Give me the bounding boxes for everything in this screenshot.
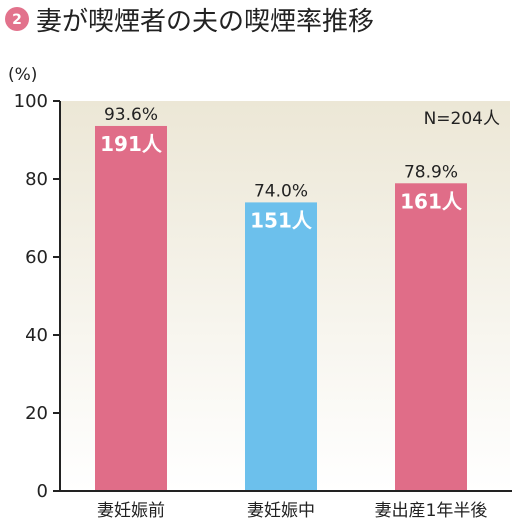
x-category-label: 妻妊娠前 bbox=[97, 501, 165, 521]
bar bbox=[95, 125, 167, 492]
chart-title: 2 妻が喫煙者の夫の喫煙率推移 bbox=[5, 7, 374, 37]
bar-value-label: 74.0% bbox=[254, 181, 308, 201]
y-tick-label: 80 bbox=[25, 169, 48, 190]
sample-size-label: N=204人 bbox=[424, 109, 500, 129]
y-tick-label: 20 bbox=[25, 403, 48, 424]
bar bbox=[245, 202, 317, 491]
y-tick-label: 100 bbox=[14, 91, 48, 112]
bar-count-label: 151人 bbox=[250, 208, 313, 232]
x-category-label: 妻妊娠中 bbox=[247, 501, 315, 521]
bar-value-label: 93.6% bbox=[104, 105, 158, 125]
y-tick-label: 60 bbox=[25, 247, 48, 268]
title-number: 2 bbox=[12, 12, 22, 28]
bar-value-label: 78.9% bbox=[404, 162, 458, 182]
title-number-badge bbox=[5, 7, 29, 31]
bar bbox=[395, 183, 467, 492]
bar-count-label: 191人 bbox=[100, 132, 163, 156]
y-tick-label: 0 bbox=[37, 481, 48, 502]
x-category-label: 妻出産1年半後 bbox=[375, 501, 488, 521]
y-axis-unit-label: (%) bbox=[8, 65, 37, 85]
y-tick-label: 40 bbox=[25, 325, 48, 346]
title-text: 妻が喫煙者の夫の喫煙率推移 bbox=[36, 7, 374, 37]
y-axis-ticks: 0 20 40 60 80 100 bbox=[14, 91, 60, 502]
bar-count-label: 161人 bbox=[400, 189, 463, 213]
